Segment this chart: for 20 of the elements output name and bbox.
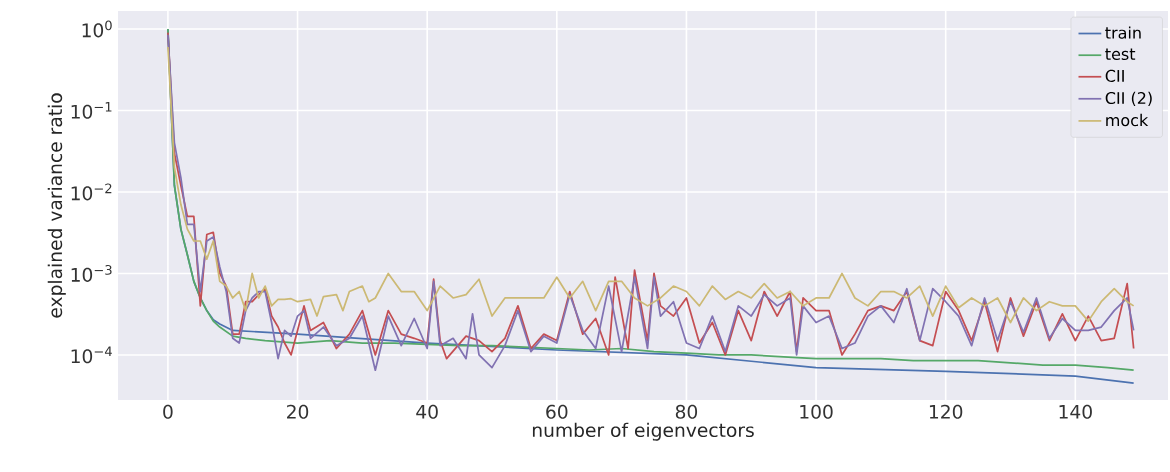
legend-label: mock <box>1106 113 1149 127</box>
x-tick-label: 120 <box>929 404 963 419</box>
x-tick-label: 0 <box>163 404 173 419</box>
y-tick-label: 10$^{−3}$ <box>71 264 112 282</box>
legend-label: CII (2) <box>1105 91 1152 106</box>
x-tick-label: 80 <box>675 404 698 419</box>
y-tick-label: 10$^{0}$ <box>82 20 112 38</box>
x-axis-title: number of eigenvectors <box>532 422 754 441</box>
x-tick-label: 60 <box>546 404 568 419</box>
legend-label: train <box>1105 26 1141 39</box>
y-tick-label: 10$^{−4}$ <box>71 346 112 364</box>
y-tick-label: 10$^{−2}$ <box>71 183 112 201</box>
x-tick-label: 40 <box>416 404 438 419</box>
x-tick-label: 140 <box>1059 404 1092 419</box>
y-axis-title: explained variance ratio <box>47 93 66 318</box>
legend-label: CII <box>1105 69 1124 82</box>
x-tick-label: 100 <box>800 404 833 419</box>
y-tick-label: 10$^{−1}$ <box>71 102 112 119</box>
legend-label: test <box>1105 48 1136 61</box>
x-tick-label: 20 <box>287 404 309 419</box>
